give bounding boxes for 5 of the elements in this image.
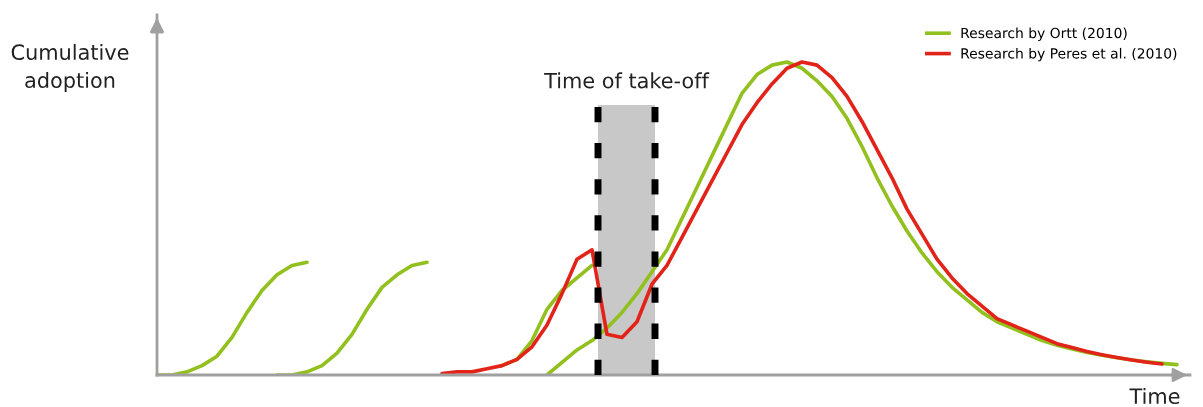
legend-label: Research by Peres et al. (2010) <box>961 47 1177 62</box>
y-axis-title: Cumulative adoption <box>11 43 129 93</box>
annotation: Time of take-off <box>544 72 710 89</box>
legend-label: Research by Ortt (2010) <box>961 27 1127 41</box>
x-axis-title: Time <box>1129 387 1180 405</box>
